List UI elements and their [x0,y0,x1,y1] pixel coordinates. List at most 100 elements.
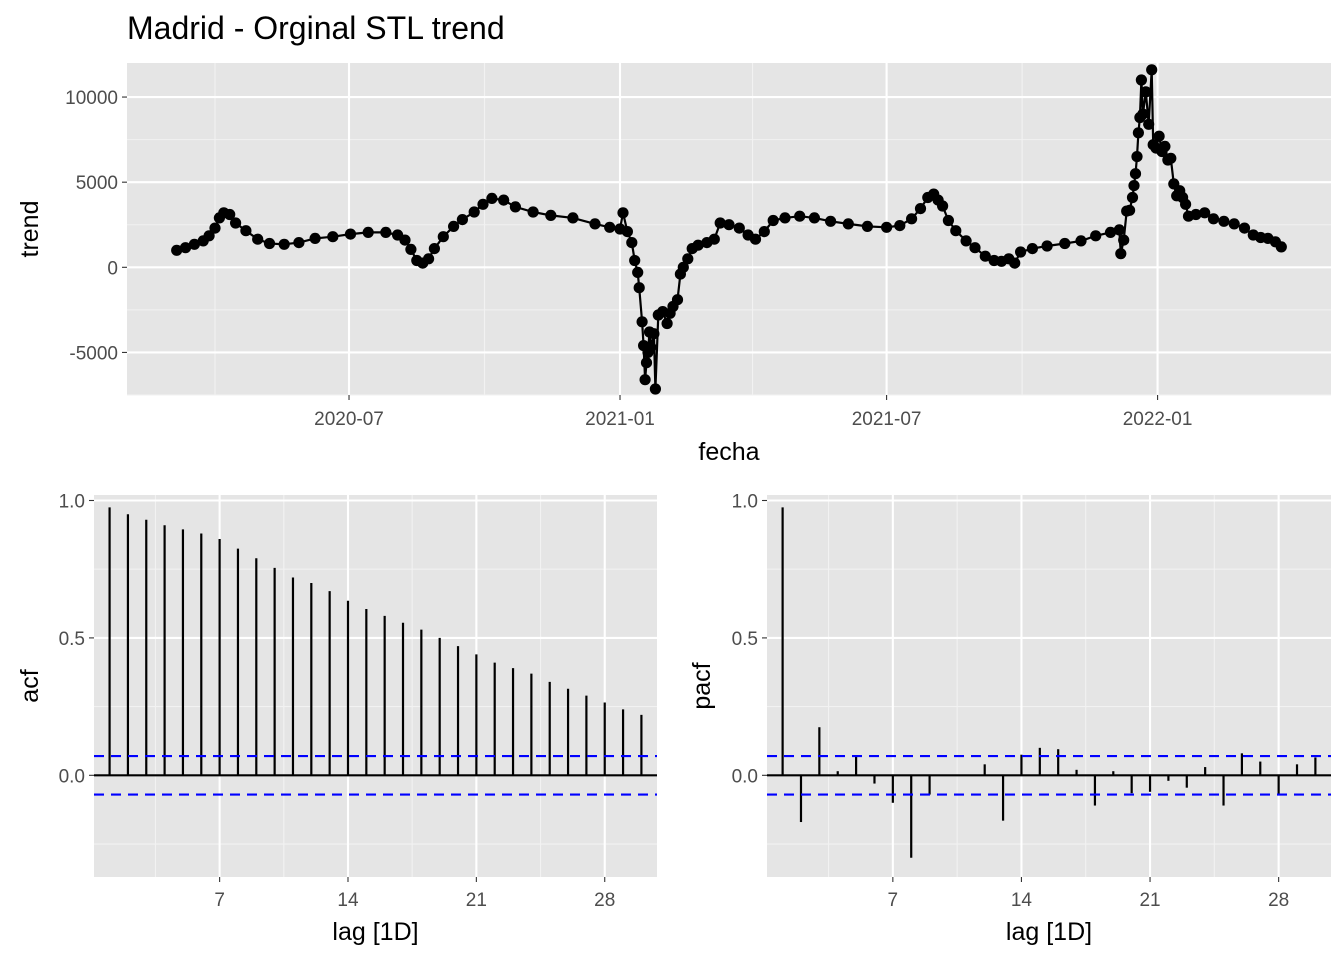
plot-title: Madrid - Orginal STL trend [127,10,505,46]
trend-data-point [278,238,290,250]
trend-data-point [950,225,962,237]
trend-data-point [309,232,321,244]
trend-data-point [937,200,949,212]
trend-data-point [380,226,392,238]
trend-data-point [1140,86,1152,98]
trend-data-point [779,212,791,224]
trend-data-point [881,221,893,233]
trend-panel: 2020-07 2021-01 2021-07 2022-01 -5000 0 5000 10… [16,63,1331,466]
trend-data-point [969,242,981,254]
trend-data-point [1275,241,1287,253]
trend-data-point [1146,64,1158,76]
trend-y-tick-label: 10000 [65,88,118,109]
trend-data-point [733,222,745,234]
trend-data-point [1207,213,1220,225]
trend-data-point [171,244,183,256]
acf-x-tick-label: 14 [337,890,359,911]
trend-data-point [224,208,236,221]
trend-data-point [527,206,539,218]
trend-data-point [1090,230,1102,242]
acf-y-tick-label: 0.0 [59,766,85,787]
trend-data-point [230,217,242,229]
trend-data-point [648,328,660,340]
acf-x-tick-label: 7 [214,890,225,911]
trend-data-point [1159,140,1171,152]
trend-data-point [486,192,498,204]
pacf-y-tick-label: 0.5 [732,629,758,650]
trend-data-point [1015,246,1027,258]
trend-data-point [240,225,252,237]
acf-x-tick-label: 21 [466,890,487,911]
trend-data-point [1026,243,1038,255]
trend-data-point [399,234,411,246]
trend-data-point [604,221,616,233]
pacf-y-axis-title: pacf [688,662,716,709]
trend-data-point [708,233,720,245]
trend-data-point [1165,152,1177,164]
trend-data-point [960,235,972,247]
trend-data-point [509,201,521,213]
trend-data-point [1113,224,1125,236]
trend-data-point [423,253,435,265]
trend-data-point [692,239,704,251]
trend-data-point [1180,198,1192,210]
trend-data-point [1137,108,1149,120]
acf-y-tick-label: 0.5 [59,629,85,650]
trend-data-point [203,230,215,242]
trend-data-point [1009,257,1021,269]
trend-data-point [621,226,634,238]
trend-data-point [758,226,770,238]
trend-x-tick-label: 2020-07 [314,409,384,430]
trend-data-point [362,226,374,238]
trend-data-point [344,228,357,240]
trend-data-point [293,237,305,249]
pacf-y-tick-label: 1.0 [732,491,758,512]
trend-data-point [1143,118,1155,130]
acf-y-tick-label: 1.0 [59,491,85,512]
trend-data-point [794,210,806,222]
trend-data-point [640,357,653,369]
trend-data-point [1199,207,1211,219]
trend-data-point [914,203,927,215]
trend-data-point [1115,248,1127,260]
pacf-panel: 7 14 21 28 0.0 0.5 1.0 lag [1D] pacf [688,491,1331,946]
trend-y-tick-label: -5000 [69,343,118,364]
trend-data-point [1153,130,1165,142]
trend-data-point [468,206,480,218]
trend-data-point [498,194,510,206]
trend-data-point [477,198,489,210]
trend-data-point [1104,226,1117,238]
trend-y-tick-label: 5000 [76,173,118,194]
pacf-y-tick-label: 0.0 [732,766,758,787]
trend-data-point [632,266,644,278]
trend-data-point [1128,180,1140,192]
trend-data-point [661,317,673,330]
trend-data-point [645,341,657,353]
trend-data-point [263,237,276,250]
pacf-x-tick-label: 28 [1268,890,1289,911]
trend-data-point [723,219,735,231]
trend-data-point [633,282,645,294]
trend-data-point [327,231,339,243]
acf-x-axis-title: lag [1D] [332,918,418,946]
trend-data-point [682,253,694,265]
trend-data-point [1228,218,1240,230]
trend-data-point [456,214,468,226]
trend-data-point [906,213,918,225]
trend-data-point [428,243,440,255]
trend-data-point [1131,151,1143,163]
trend-data-point [1190,208,1202,221]
trend-y-axis-title: trend [16,201,44,258]
trend-data-point [767,214,779,227]
pacf-x-axis-title: lag [1D] [1006,918,1092,946]
trend-data-point [861,220,874,232]
trend-data-point [842,218,854,230]
trend-data-point [405,243,417,255]
trend-data-point [1135,74,1147,86]
acf-y-axis-title: acf [16,669,44,702]
trend-data-point [626,237,638,249]
pacf-x-tick-label: 21 [1139,890,1160,911]
trend-data-point [1075,235,1087,247]
trend-data-point [649,383,662,395]
